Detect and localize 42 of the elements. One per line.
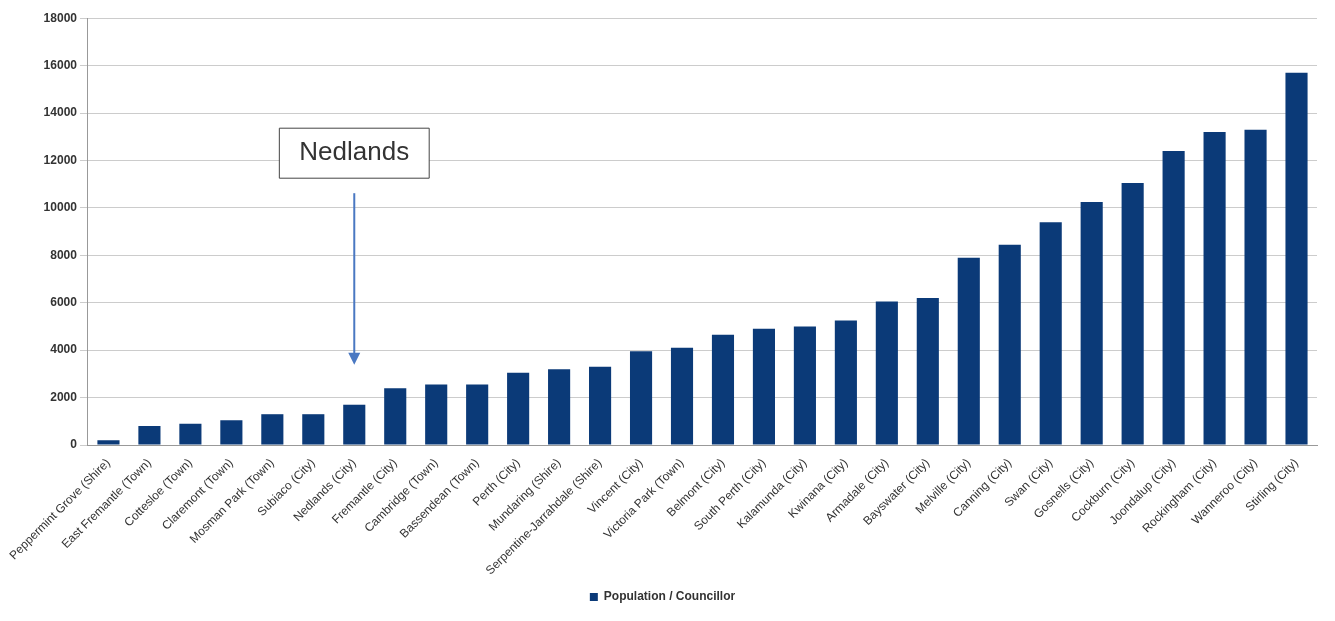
bar (1080, 201, 1103, 445)
y-tick-label: 2000 (50, 389, 78, 404)
bar (97, 440, 120, 445)
bar (220, 420, 243, 445)
bar (179, 423, 202, 445)
bar (384, 388, 407, 445)
bar (670, 347, 694, 445)
bar (629, 351, 653, 445)
bar (343, 404, 366, 445)
bar (1285, 72, 1308, 445)
y-tick-label: 16000 (43, 57, 78, 72)
bar (425, 384, 448, 445)
y-tick-label: 18000 (43, 10, 78, 25)
bar (1039, 222, 1062, 445)
bar (875, 301, 898, 445)
y-tick-label: 12000 (43, 152, 78, 167)
bar (302, 414, 325, 445)
bar (752, 328, 775, 445)
y-tick-label: 6000 (50, 295, 78, 310)
bar (916, 298, 939, 445)
bar (998, 244, 1021, 445)
bar (957, 257, 980, 445)
bar (466, 384, 489, 445)
bar (834, 320, 857, 445)
y-tick-label: 4000 (50, 342, 78, 357)
legend-label: Population / Councillor (603, 589, 736, 604)
y-tick-label: 8000 (50, 247, 78, 262)
bar (261, 414, 284, 445)
bar (589, 366, 612, 445)
y-tick-label: 0 (70, 437, 78, 452)
y-tick-label: 14000 (43, 105, 78, 120)
bar (1121, 183, 1144, 445)
bar (1203, 132, 1226, 445)
bar (793, 326, 816, 445)
bar (1162, 150, 1185, 445)
annotation: Nedlands (299, 136, 410, 167)
bar (138, 426, 161, 445)
bar (548, 369, 571, 445)
bar (1244, 129, 1267, 445)
bar (711, 334, 735, 445)
y-tick-label: 10000 (43, 200, 78, 215)
bar (507, 372, 530, 445)
